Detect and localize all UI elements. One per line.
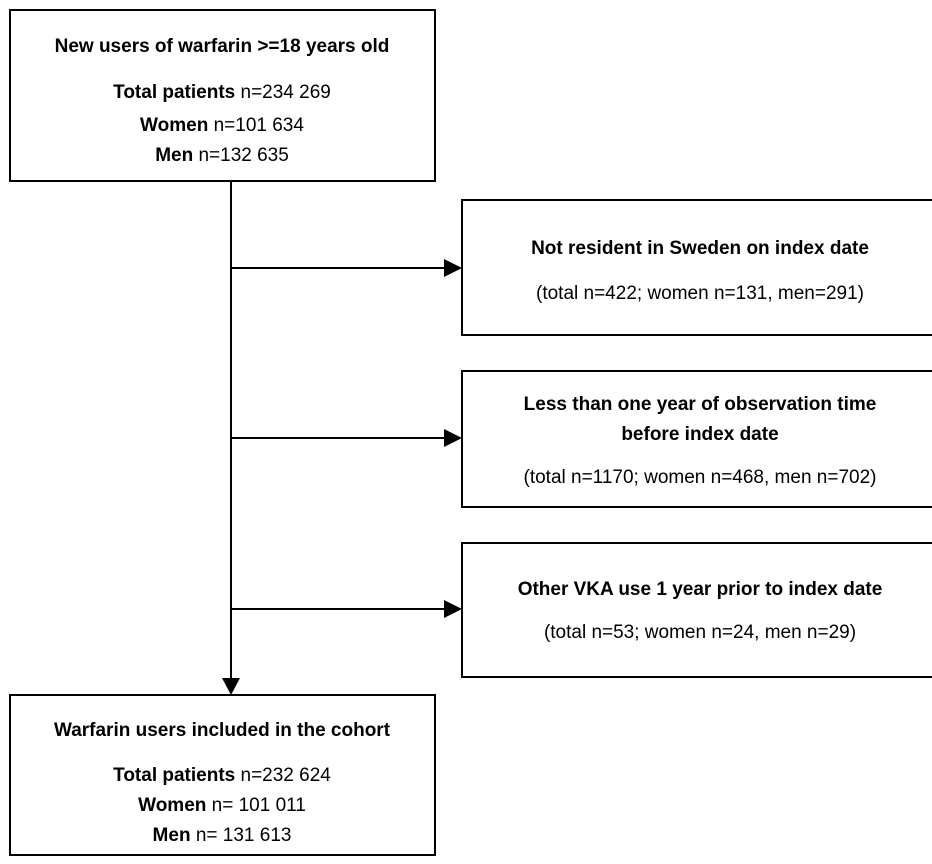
- arrow-head: [444, 429, 462, 447]
- line-value: n= 101 011: [212, 795, 306, 816]
- arrow-head: [444, 600, 462, 618]
- source-line: Women n=101 634: [140, 115, 304, 136]
- source-line: Men n=132 635: [155, 145, 289, 166]
- line-value: n=234 269: [241, 82, 331, 103]
- exclusion-title: before index date: [621, 424, 778, 445]
- exclusion-detail: (total n=53; women n=24, men n=29): [544, 622, 856, 643]
- line-label: Men: [155, 145, 193, 166]
- source-line: Total patients n=234 269: [113, 82, 331, 103]
- exclusion-detail: (total n=422; women n=131, men=291): [536, 283, 864, 304]
- line-label: Total patients: [113, 765, 235, 786]
- exclusion-title: Other VKA use 1 year prior to index date: [518, 579, 883, 600]
- result-line: Men n= 131 613: [153, 825, 292, 846]
- line-label: Women: [140, 115, 208, 136]
- line-label: Men: [153, 825, 191, 846]
- arrow-head: [222, 678, 240, 695]
- source-box: [9, 9, 436, 182]
- exclusion-box: [461, 199, 932, 336]
- result-title: Warfarin users included in the cohort: [54, 720, 391, 741]
- exclusion-title: Less than one year of observation time: [524, 394, 877, 415]
- line-label: Women: [138, 795, 206, 816]
- line-value: n= 131 613: [196, 825, 292, 846]
- line-label: Total patients: [113, 82, 235, 103]
- result-line: Women n= 101 011: [138, 795, 306, 816]
- line-value: n=101 634: [214, 115, 305, 136]
- exclusion-box: [461, 370, 932, 508]
- exclusion-title: Not resident in Sweden on index date: [531, 238, 869, 259]
- exclusion-box: [461, 542, 932, 678]
- result-line: Total patients n=232 624: [113, 765, 331, 786]
- arrow-head: [444, 259, 462, 277]
- line-value: n=232 624: [241, 765, 332, 786]
- exclusion-detail: (total n=1170; women n=468, men n=702): [524, 467, 877, 488]
- line-value: n=132 635: [198, 145, 288, 166]
- source-title: New users of warfarin >=18 years old: [55, 36, 390, 57]
- result-box: [9, 694, 436, 856]
